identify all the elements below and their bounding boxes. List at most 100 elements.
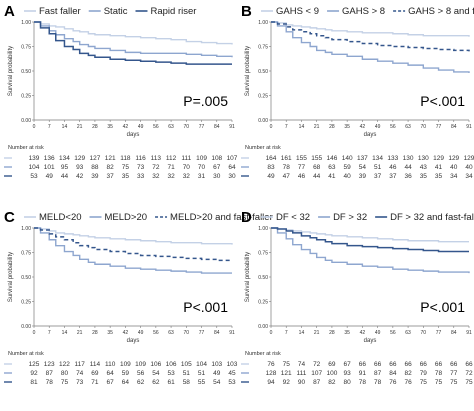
- y-tick-label: 0.75: [258, 44, 268, 50]
- risk-cell: 146: [326, 155, 337, 162]
- panel-c: C MELD<20 MELD>20 MELD>20 and fast-faller 0.…: [4, 209, 273, 386]
- series-line: [271, 227, 470, 274]
- y-tick-label: 0.75: [21, 44, 31, 50]
- risk-cell: 64: [228, 164, 236, 171]
- y-tick-label: 0.75: [258, 250, 268, 256]
- legend-label: GAHS > 8 and fast-faller: [408, 6, 474, 17]
- risk-cell: 76: [267, 361, 275, 368]
- risk-cell: 41: [328, 173, 336, 180]
- risk-cell: 87: [313, 379, 321, 386]
- risk-cell: 122: [59, 361, 70, 368]
- risk-cell: 91: [359, 370, 367, 377]
- risk-cell: 116: [135, 155, 146, 162]
- risk-cell: 51: [374, 164, 382, 171]
- risk-cell: 77: [450, 370, 458, 377]
- x-tick-label: 21: [314, 124, 320, 130]
- risk-cell: 83: [267, 164, 275, 171]
- risk-cell: 87: [46, 370, 54, 377]
- x-tick-label: 28: [92, 124, 98, 130]
- x-tick-label: 77: [436, 330, 442, 336]
- risk-cell: 139: [29, 155, 40, 162]
- risk-cell: 41: [435, 164, 443, 171]
- x-tick-label: 35: [344, 124, 350, 130]
- risk-cell: 75: [61, 379, 69, 386]
- risk-cell: 104: [196, 361, 207, 368]
- risk-cell: 42: [76, 173, 84, 180]
- risk-cell: 87: [374, 370, 382, 377]
- panel-letter: D: [241, 209, 252, 226]
- risk-cell: 78: [359, 379, 367, 386]
- risk-cell: 66: [465, 361, 473, 368]
- x-tick-label: 28: [329, 124, 335, 130]
- y-tick-label: 0.50: [258, 69, 268, 75]
- risk-cell: 75: [435, 379, 443, 386]
- risk-cell: 56: [137, 370, 145, 377]
- y-tick-label: 1.00: [258, 20, 268, 26]
- x-tick-label: 49: [138, 330, 144, 336]
- risk-cell: 117: [75, 361, 86, 368]
- risk-cell: 134: [59, 155, 70, 162]
- risk-cell: 54: [213, 379, 221, 386]
- risk-cell: 111: [297, 370, 307, 377]
- risk-cell: 32: [167, 173, 175, 180]
- x-axis-title: days: [127, 338, 140, 344]
- x-tick-label: 0: [33, 330, 36, 336]
- risk-cell: 161: [281, 155, 292, 162]
- x-tick-label: 77: [436, 124, 442, 130]
- legend-label: GAHS > 8: [342, 6, 385, 17]
- risk-cell: 123: [44, 361, 55, 368]
- x-tick-label: 21: [77, 124, 83, 130]
- x-tick-label: 35: [107, 330, 113, 336]
- risk-cell: 30: [228, 173, 236, 180]
- y-tick-label: 0.00: [258, 324, 268, 330]
- risk-cell: 40: [344, 173, 352, 180]
- series-line: [271, 21, 470, 37]
- y-tick-label: 1.00: [21, 226, 31, 232]
- x-tick-label: 91: [466, 124, 472, 130]
- series-line: [34, 227, 232, 262]
- panel-b: B GAHS < 9 GAHS > 8 GAHS > 8 and fast-falle…: [241, 3, 474, 180]
- series-line: [271, 227, 469, 253]
- y-axis-title: Survival probability: [245, 252, 251, 302]
- risk-cell: 33: [137, 173, 145, 180]
- x-tick-label: 56: [153, 330, 159, 336]
- x-tick-label: 91: [229, 124, 235, 130]
- x-tick-label: 35: [107, 124, 113, 130]
- legend-label: MELD<20: [39, 212, 82, 223]
- risk-cell: 74: [298, 361, 306, 368]
- risk-cell: 37: [389, 173, 397, 180]
- legend-label: DF > 32 and fast-faller: [390, 212, 474, 223]
- x-tick-label: 42: [123, 124, 129, 130]
- risk-cell: 44: [313, 173, 321, 180]
- series-line: [271, 21, 470, 73]
- risk-cell: 93: [76, 164, 84, 171]
- risk-cell: 39: [359, 173, 367, 180]
- series-line: [34, 21, 233, 58]
- panel-letter: B: [241, 3, 252, 20]
- x-tick-label: 91: [466, 330, 472, 336]
- x-tick-label: 28: [92, 330, 98, 336]
- risk-cell: 155: [296, 155, 307, 162]
- risk-cell: 84: [389, 370, 397, 377]
- risk-cell: 53: [167, 370, 175, 377]
- risk-cell: 114: [90, 361, 101, 368]
- legend: Fast faller Static Rapid riser: [24, 6, 196, 17]
- risk-cell: 137: [357, 155, 368, 162]
- x-tick-label: 7: [285, 124, 288, 130]
- series-line: [271, 227, 469, 243]
- risk-cell: 78: [374, 379, 382, 386]
- x-axis-title: days: [127, 132, 140, 138]
- risk-cell: 75: [283, 361, 291, 368]
- x-tick-label: 21: [314, 330, 320, 336]
- x-tick-label: 7: [285, 330, 288, 336]
- risk-cell: 82: [404, 370, 412, 377]
- y-axis-title: Survival probability: [8, 46, 14, 96]
- risk-cell: 32: [152, 173, 160, 180]
- x-tick-label: 77: [199, 330, 205, 336]
- series-line: [34, 227, 232, 274]
- risk-cell: 72: [313, 361, 321, 368]
- risk-cell: 73: [137, 164, 145, 171]
- legend-label: DF > 32: [333, 212, 367, 223]
- y-tick-label: 1.00: [258, 226, 268, 232]
- risk-cell: 81: [30, 379, 38, 386]
